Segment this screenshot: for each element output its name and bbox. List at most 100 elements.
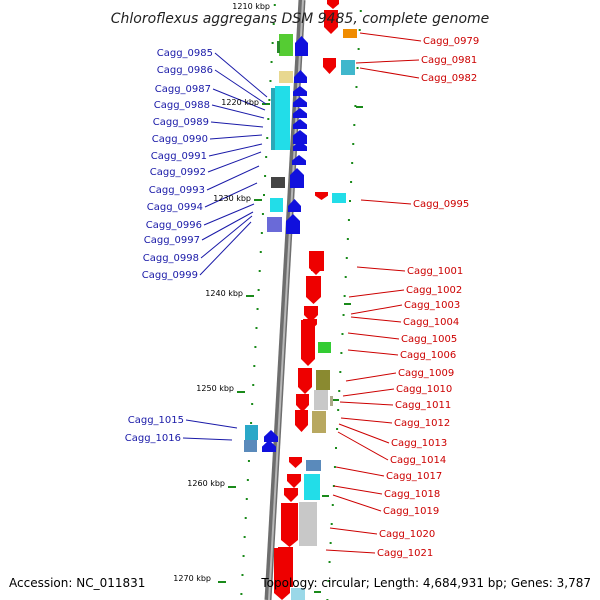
forward-gene-arrow	[286, 214, 300, 234]
gene-block	[314, 390, 328, 410]
gene-label-right[interactable]: Cagg_1013	[391, 438, 447, 449]
forward-gene-arrow	[262, 440, 276, 452]
gene-label-left[interactable]: Cagg_0994	[147, 202, 203, 213]
gene-label-right[interactable]: Cagg_1001	[407, 266, 463, 277]
minor-tick	[358, 29, 361, 31]
minor-tick	[330, 523, 333, 525]
gene-label-left[interactable]: Cagg_0997	[144, 235, 200, 246]
reverse-gene-arrow	[289, 457, 302, 468]
gene-label-left[interactable]: Cagg_0999	[142, 270, 198, 281]
gene-label-left[interactable]: Cagg_1016	[125, 433, 181, 444]
gene-label-right[interactable]: Cagg_1020	[379, 529, 435, 540]
forward-gene-arrow	[264, 430, 278, 442]
minor-tick	[257, 289, 260, 291]
gene-label-right[interactable]: Cagg_1017	[386, 471, 442, 482]
minor-tick	[337, 409, 340, 411]
gene-label-left[interactable]: Cagg_0991	[151, 151, 207, 162]
gene-label-left[interactable]: Cagg_0989	[153, 117, 209, 128]
scale-label-1270: 1270 kbp	[173, 574, 211, 583]
gene-label-right[interactable]: Cagg_1014	[390, 455, 446, 466]
leader-line	[210, 121, 264, 128]
forward-gene-arrow	[293, 86, 307, 96]
gene-label-right[interactable]: Cagg_1009	[398, 368, 454, 379]
gene-block	[312, 411, 326, 433]
leader-line	[347, 349, 399, 356]
gene-label-left[interactable]: Cagg_0990	[152, 134, 208, 145]
leader-line	[360, 199, 412, 205]
gene-block	[304, 474, 320, 500]
leader-line	[182, 437, 233, 441]
leader-line	[337, 431, 389, 461]
minor-tick	[251, 403, 254, 405]
gene-label-right[interactable]: Cagg_0982	[421, 73, 477, 84]
gene-block	[279, 71, 293, 83]
leader-line	[201, 211, 254, 241]
gene-label-left[interactable]: Cagg_0996	[146, 220, 202, 231]
leader-line	[350, 316, 402, 323]
major-tick	[237, 391, 245, 393]
leader-line	[214, 52, 268, 98]
gene-block	[330, 396, 333, 406]
gene-label-right[interactable]: Cagg_1012	[394, 418, 450, 429]
gene-block	[291, 588, 305, 600]
gene-label-left[interactable]: Cagg_0986	[157, 65, 213, 76]
gene-label-right[interactable]: Cagg_1018	[384, 489, 440, 500]
minor-tick	[328, 561, 331, 563]
major-tick	[322, 495, 329, 497]
minor-tick	[338, 390, 341, 392]
minor-tick	[247, 460, 250, 462]
forward-gene-arrow	[293, 97, 307, 107]
leader-line	[214, 69, 267, 105]
gene-label-right[interactable]: Cagg_1005	[401, 334, 457, 345]
gene-label-right[interactable]: Cagg_0979	[423, 36, 479, 47]
gene-label-right[interactable]: Cagg_1021	[377, 548, 433, 559]
minor-tick	[344, 276, 347, 278]
leader-line	[340, 417, 393, 424]
minor-tick	[332, 485, 335, 487]
leader-line	[325, 549, 376, 554]
gene-label-right[interactable]: Cagg_1002	[406, 285, 462, 296]
gene-block	[341, 60, 355, 75]
forward-gene-arrow	[294, 70, 307, 83]
gene-label-right[interactable]: Cagg_1003	[404, 300, 460, 311]
minor-tick	[250, 422, 253, 424]
leader-line	[185, 419, 238, 429]
minor-tick	[340, 352, 343, 354]
gene-label-right[interactable]: Cagg_1004	[403, 317, 459, 328]
leader-line	[329, 527, 378, 535]
forward-gene-arrow	[295, 36, 308, 56]
gene-label-left[interactable]: Cagg_0992	[150, 167, 206, 178]
gene-label-right[interactable]: Cagg_1019	[383, 506, 439, 517]
leader-line	[345, 372, 397, 382]
gene-block	[271, 88, 275, 150]
gene-label-left[interactable]: Cagg_0993	[149, 185, 205, 196]
reverse-gene-arrow	[309, 251, 323, 275]
gene-label-right[interactable]: Cagg_1010	[396, 384, 452, 395]
minor-tick	[246, 479, 249, 481]
reverse-gene-arrow	[295, 410, 308, 432]
map-title: Chloroflexus aggregans DSM 9485, complet…	[111, 11, 490, 27]
gene-label-right[interactable]: Cagg_0981	[421, 55, 477, 66]
gene-label-right[interactable]: Cagg_1011	[395, 400, 451, 411]
scale-label-1220: 1220 kbp	[221, 98, 259, 107]
major-tick	[254, 199, 262, 201]
gene-block	[343, 29, 357, 38]
minor-tick	[241, 574, 244, 576]
gene-label-left[interactable]: Cagg_0987	[155, 84, 211, 95]
gene-label-right[interactable]: Cagg_0995	[413, 199, 469, 210]
gene-label-left[interactable]: Cagg_0988	[154, 100, 210, 111]
minor-tick	[356, 67, 359, 69]
leader-line	[339, 401, 394, 406]
minor-tick	[269, 80, 272, 82]
gene-label-left[interactable]: Cagg_0998	[143, 253, 199, 264]
gene-label-right[interactable]: Cagg_1006	[400, 350, 456, 361]
gene-label-left[interactable]: Cagg_0985	[157, 48, 213, 59]
leader-line	[359, 32, 422, 42]
minor-tick	[354, 105, 357, 107]
minor-tick	[333, 466, 336, 468]
minor-tick	[350, 181, 353, 183]
leader-line	[211, 104, 265, 119]
gene-label-left[interactable]: Cagg_1015	[128, 415, 184, 426]
forward-gene-arrow	[293, 108, 307, 118]
minor-tick	[341, 333, 344, 335]
